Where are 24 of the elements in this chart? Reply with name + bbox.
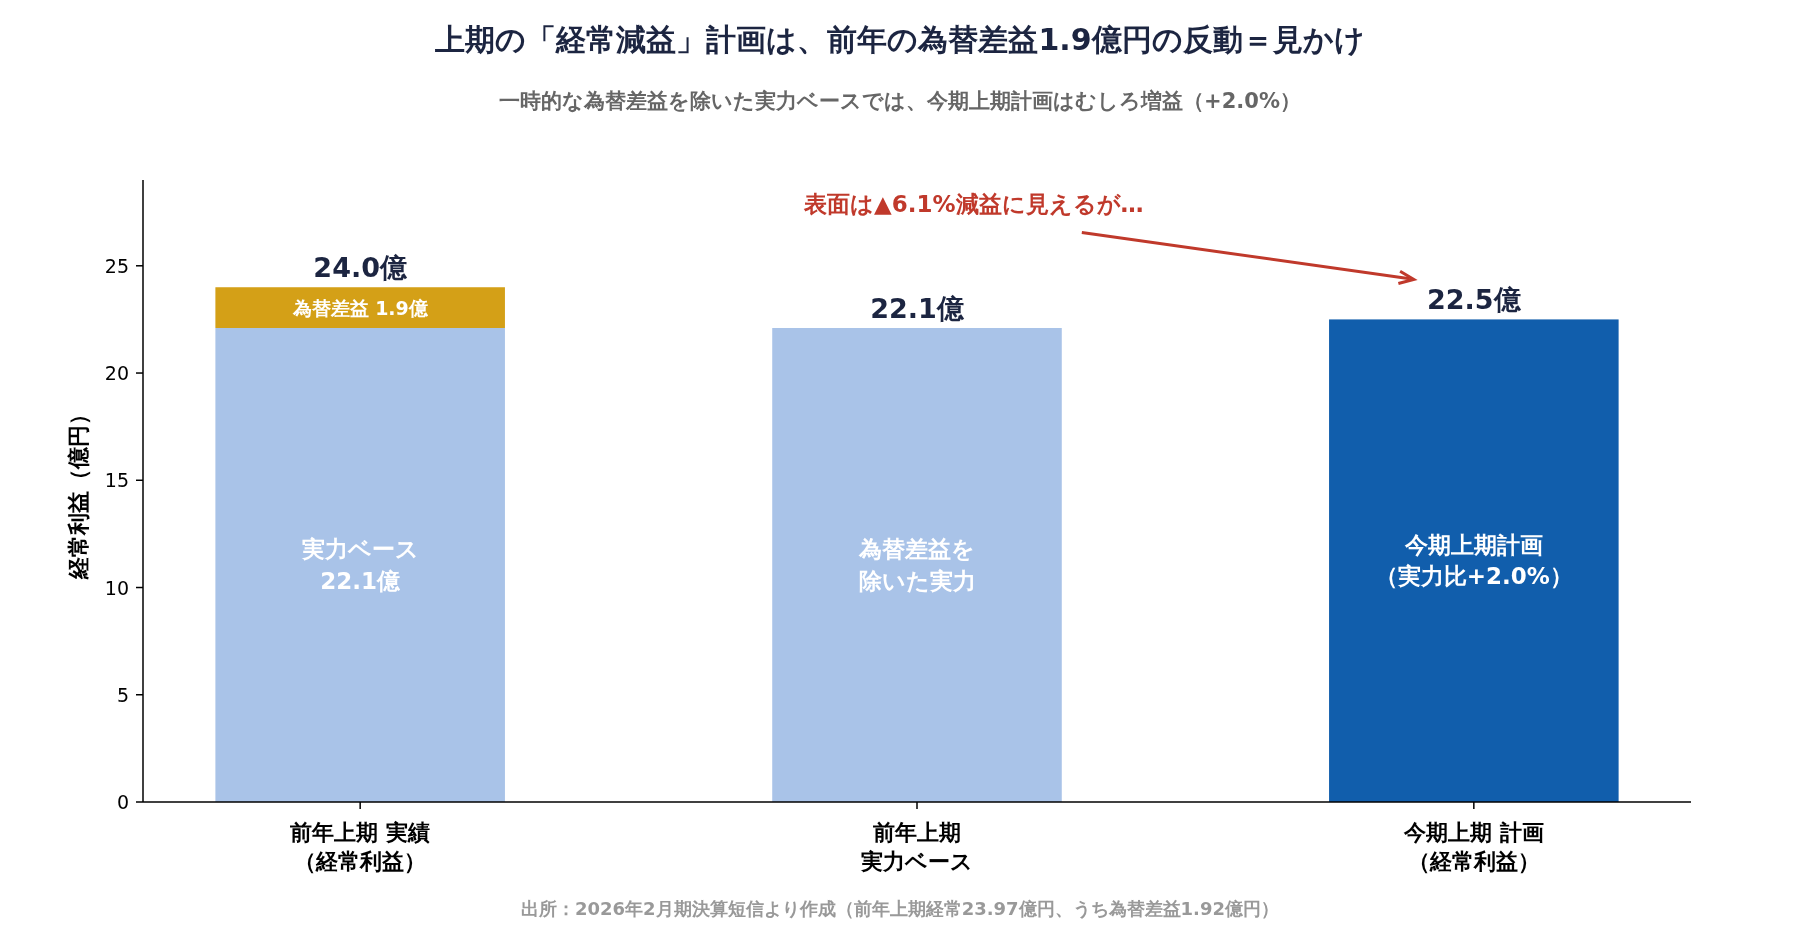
y-tick-label: 10 <box>104 576 129 599</box>
y-axis-title: 経常利益（億円） <box>66 403 91 580</box>
text: 出所：2026年2月期決算短信より作成（前年上期経常23.97億円、うち為替差益1.92億円） <box>521 898 1279 919</box>
total-label: 22.5億 <box>1427 284 1522 316</box>
data-label: 為替差益を除いた実力 <box>858 536 976 594</box>
x-tick-label: 前年上期実力ベース <box>860 820 973 874</box>
bar <box>1329 319 1619 802</box>
x-tick-label: 今期上期 計画（経常利益） <box>1403 820 1544 874</box>
total-label: 24.0億 <box>313 252 408 284</box>
y-tick-label: 15 <box>104 469 129 492</box>
data-label: 為替差益 1.9億 <box>291 296 429 319</box>
data-label: 実力ベース 22.1億 <box>300 536 419 594</box>
x-tick-label: 前年上期 実績（経常利益） <box>289 820 430 874</box>
annotation: 表面は▲6.1%減益に見えるが… <box>803 191 1144 218</box>
data-label: 今期上期計画（実力比+2.0%） <box>1374 532 1573 590</box>
y-tick-label: 20 <box>104 362 129 385</box>
y-tick-label: 25 <box>104 254 129 277</box>
total-label: 22.1億 <box>870 292 965 324</box>
y-tick-label: 5 <box>116 683 129 706</box>
chart-subtitle: 一時的な為替差益を除いた実力ベースでは、今期上期計画はむしろ増益（+2.0%） <box>499 89 1301 113</box>
bar <box>772 327 1062 802</box>
bar <box>215 327 505 802</box>
y-tick-label: 0 <box>116 791 129 813</box>
chart-title: 上期の「経常減益」計画は、前年の為替差益1.9億円の反動＝見かけ <box>434 22 1365 57</box>
